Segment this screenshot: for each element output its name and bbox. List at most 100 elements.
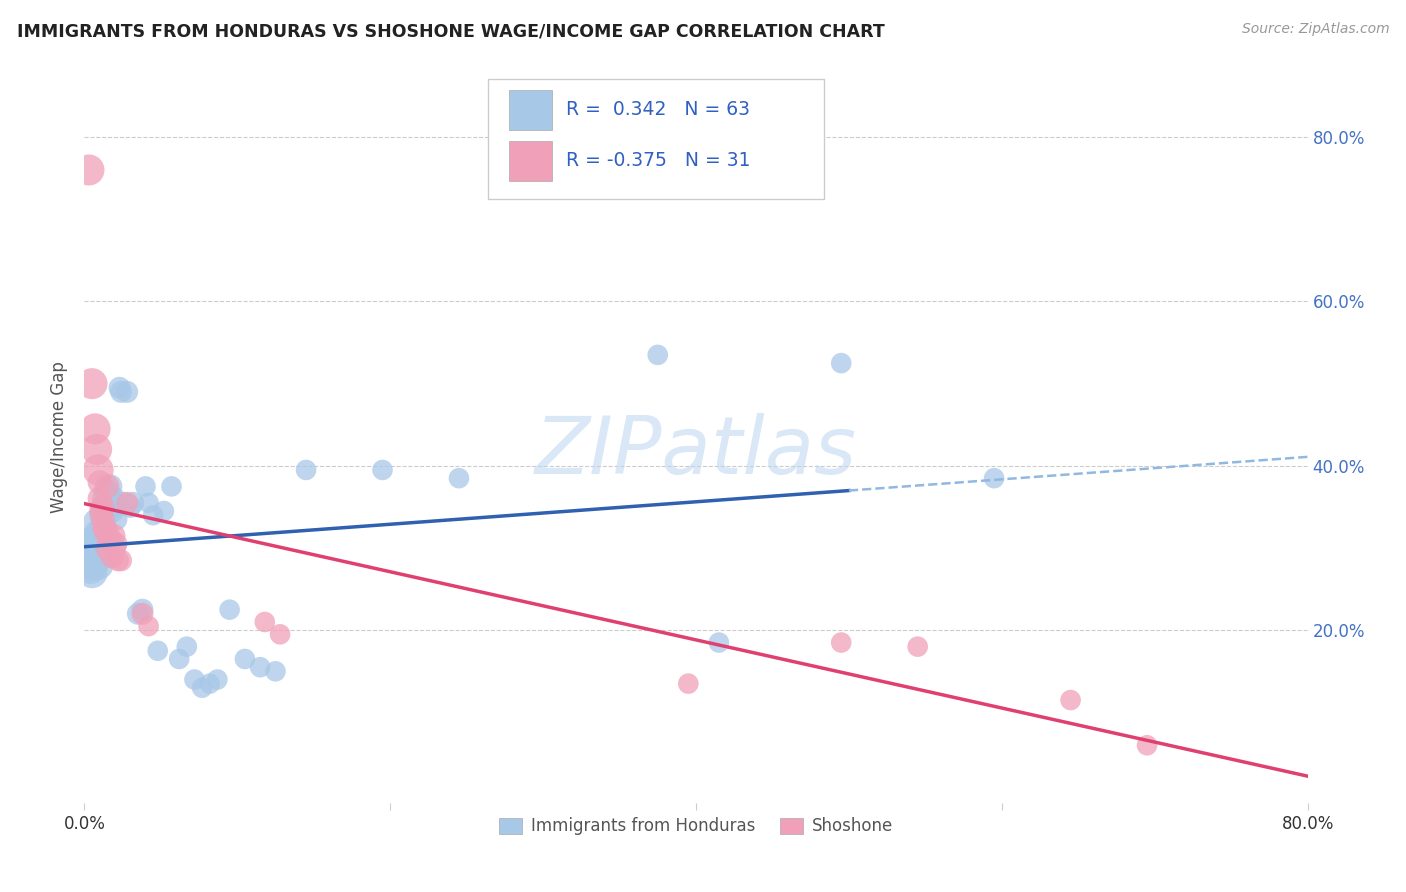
Point xyxy=(107,553,129,567)
Point xyxy=(90,504,112,518)
Point xyxy=(105,512,128,526)
Point xyxy=(98,479,121,493)
Point xyxy=(138,619,160,633)
Point xyxy=(127,607,149,621)
Point xyxy=(678,676,700,690)
Point xyxy=(218,602,240,616)
Point xyxy=(80,376,103,391)
Point xyxy=(77,549,100,564)
Point xyxy=(87,516,110,531)
Legend: Immigrants from Honduras, Shoshone: Immigrants from Honduras, Shoshone xyxy=(492,811,900,842)
Point xyxy=(207,673,229,687)
Point xyxy=(86,533,108,547)
Point xyxy=(83,545,105,559)
Text: R = -0.375   N = 31: R = -0.375 N = 31 xyxy=(567,152,751,170)
Point xyxy=(103,529,125,543)
Point xyxy=(93,516,115,531)
Point xyxy=(86,442,108,457)
Point xyxy=(90,508,112,523)
Point xyxy=(101,504,124,518)
Point xyxy=(94,524,117,539)
Text: Source: ZipAtlas.com: Source: ZipAtlas.com xyxy=(1241,22,1389,37)
Point xyxy=(142,508,165,523)
Point xyxy=(146,644,169,658)
Point xyxy=(115,496,138,510)
Point xyxy=(135,479,157,493)
Point xyxy=(371,463,394,477)
Point xyxy=(131,602,153,616)
Point xyxy=(112,496,135,510)
Point xyxy=(191,681,214,695)
Point xyxy=(94,508,117,523)
Point xyxy=(176,640,198,654)
Point xyxy=(91,512,114,526)
Point xyxy=(830,356,852,370)
Point xyxy=(830,635,852,649)
FancyBboxPatch shape xyxy=(488,78,824,200)
Point xyxy=(96,479,118,493)
Point xyxy=(138,496,160,510)
Point xyxy=(89,475,111,490)
Point xyxy=(198,676,221,690)
Point xyxy=(103,491,125,506)
Point xyxy=(80,566,103,580)
Point xyxy=(84,553,107,567)
Point xyxy=(91,500,114,514)
Point xyxy=(167,652,190,666)
Point xyxy=(89,524,111,539)
Point xyxy=(233,652,256,666)
Point xyxy=(1136,739,1159,753)
Point xyxy=(101,549,124,564)
Point xyxy=(93,520,115,534)
Point xyxy=(96,541,118,555)
Point xyxy=(105,537,128,551)
Point xyxy=(93,491,115,506)
Point xyxy=(269,627,291,641)
Point xyxy=(80,558,103,572)
Point xyxy=(115,384,138,399)
Point xyxy=(907,640,929,654)
Y-axis label: Wage/Income Gap: Wage/Income Gap xyxy=(51,361,69,513)
Text: R =  0.342   N = 63: R = 0.342 N = 63 xyxy=(567,100,751,120)
Point xyxy=(83,537,105,551)
Point xyxy=(89,541,111,555)
Point xyxy=(87,463,110,477)
Point xyxy=(264,665,287,679)
Point xyxy=(120,500,142,514)
Point xyxy=(84,422,107,436)
Point xyxy=(110,384,132,399)
Point xyxy=(295,463,318,477)
Point xyxy=(153,504,176,518)
Text: IMMIGRANTS FROM HONDURAS VS SHOSHONE WAGE/INCOME GAP CORRELATION CHART: IMMIGRANTS FROM HONDURAS VS SHOSHONE WAG… xyxy=(17,22,884,40)
Point xyxy=(249,660,271,674)
Point xyxy=(983,471,1005,485)
Point xyxy=(98,533,121,547)
Point xyxy=(89,491,111,506)
Bar xyxy=(509,90,551,130)
Point xyxy=(97,487,120,501)
Point xyxy=(91,520,114,534)
Point xyxy=(131,607,153,621)
Point xyxy=(91,500,114,514)
Point xyxy=(86,545,108,559)
Point xyxy=(647,348,669,362)
Point xyxy=(253,615,276,629)
Point xyxy=(79,561,101,575)
Point xyxy=(160,479,183,493)
Point xyxy=(79,545,101,559)
Point xyxy=(110,553,132,567)
Point xyxy=(76,553,98,567)
Point xyxy=(94,483,117,498)
Point xyxy=(1059,693,1081,707)
Bar xyxy=(509,141,551,181)
Text: ZIPatlas: ZIPatlas xyxy=(534,413,858,491)
Point xyxy=(108,381,131,395)
Point xyxy=(96,496,118,510)
Point xyxy=(77,163,100,178)
Point xyxy=(87,558,110,572)
Point xyxy=(122,496,145,510)
Point xyxy=(90,533,112,547)
Point xyxy=(447,471,470,485)
Point xyxy=(104,500,127,514)
Point xyxy=(183,673,205,687)
